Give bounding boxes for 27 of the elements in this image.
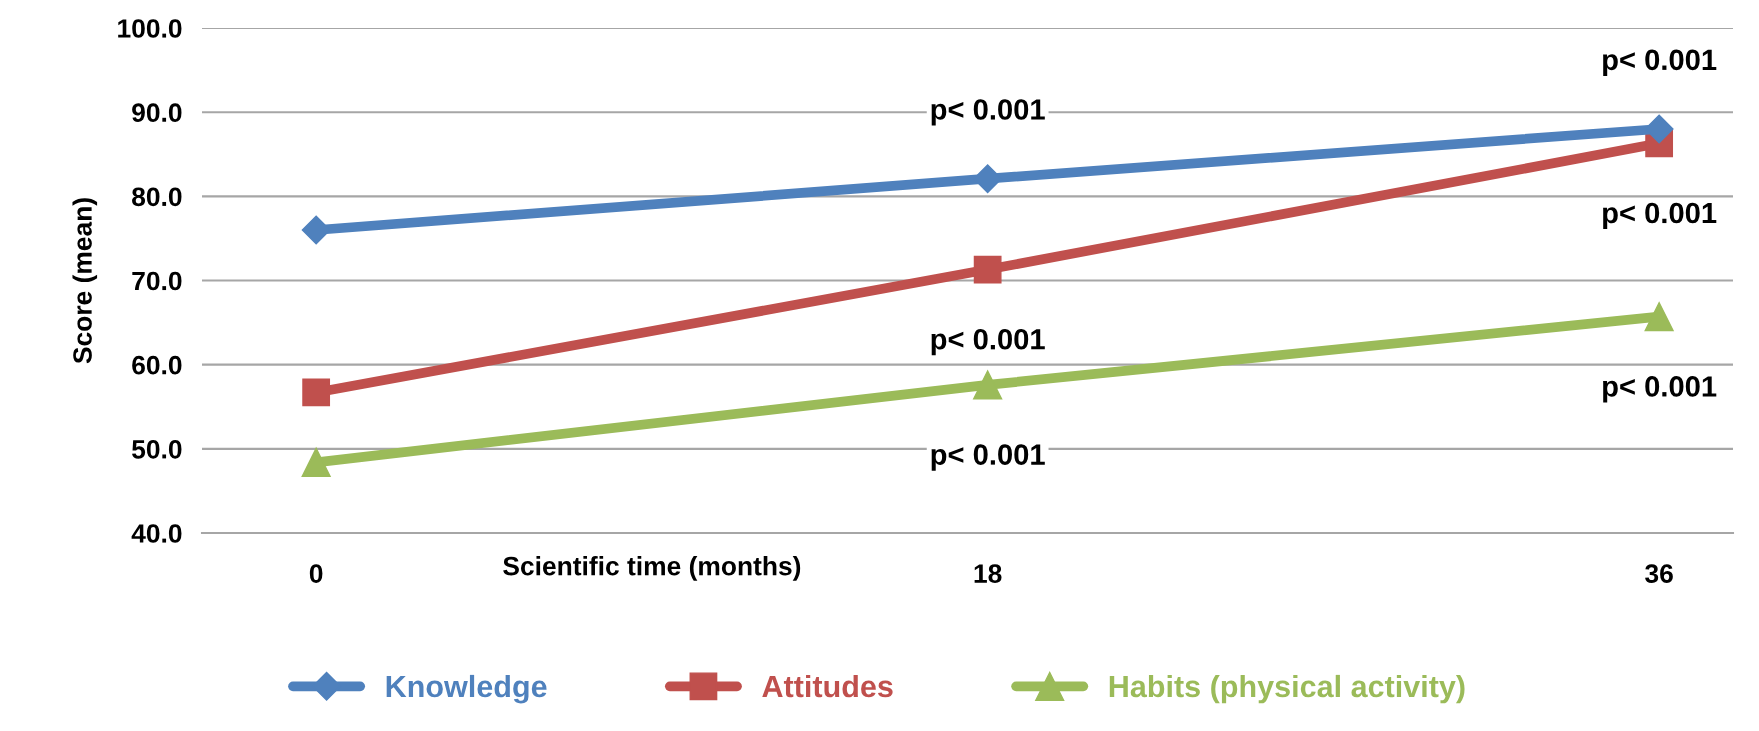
point bbox=[301, 215, 331, 245]
annotation: p< 0.001 bbox=[931, 444, 1045, 471]
annotation: p< 0.001 bbox=[1603, 49, 1717, 76]
annotation: p< 0.001 bbox=[931, 99, 1045, 126]
point bbox=[973, 370, 1003, 400]
y-tick-label: 50.0 bbox=[132, 439, 182, 459]
y-axis-title: Score (mean) bbox=[72, 198, 98, 364]
point bbox=[973, 255, 1002, 284]
annotation: p< 0.001 bbox=[1603, 202, 1717, 230]
y-tick-label: 40.0 bbox=[131, 524, 182, 543]
x-tick-label: 18 bbox=[974, 564, 1002, 583]
y-tick-label: 100.0 bbox=[118, 19, 182, 38]
y-tick-label: 80.0 bbox=[132, 187, 182, 207]
y-tick-label: 90.0 bbox=[132, 103, 182, 122]
x-tick-label: 36 bbox=[1645, 564, 1673, 583]
y-tick-label: 60.0 bbox=[132, 355, 182, 375]
legend-label: Attitudes bbox=[762, 674, 893, 698]
x-axis-title: Scientific time (months) bbox=[503, 556, 801, 581]
legend-label: Habits (physical activity) bbox=[1109, 674, 1465, 704]
annotation: p< 0.001 bbox=[931, 328, 1045, 356]
point bbox=[302, 378, 331, 407]
x-tick-label: 0 bbox=[309, 564, 323, 583]
legend-label: Knowledge bbox=[386, 674, 547, 704]
point bbox=[1644, 302, 1674, 332]
y-tick-label: 70.0 bbox=[132, 271, 182, 291]
point bbox=[301, 447, 331, 477]
annotation: p< 0.001 bbox=[1603, 376, 1717, 403]
